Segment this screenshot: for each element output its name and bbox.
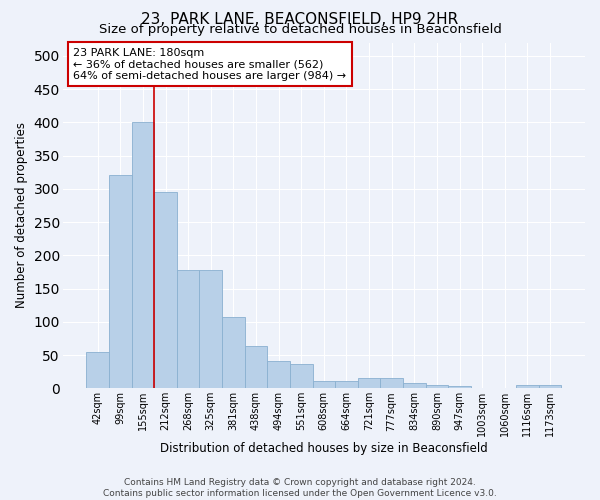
X-axis label: Distribution of detached houses by size in Beaconsfield: Distribution of detached houses by size … xyxy=(160,442,488,455)
Text: Size of property relative to detached houses in Beaconsfield: Size of property relative to detached ho… xyxy=(98,22,502,36)
Bar xyxy=(290,364,313,388)
Bar xyxy=(358,378,380,388)
Bar xyxy=(448,386,471,388)
Bar xyxy=(425,385,448,388)
Bar xyxy=(539,385,561,388)
Bar xyxy=(403,383,425,388)
Bar xyxy=(222,317,245,388)
Text: 23 PARK LANE: 180sqm
← 36% of detached houses are smaller (562)
64% of semi-deta: 23 PARK LANE: 180sqm ← 36% of detached h… xyxy=(73,48,346,81)
Bar xyxy=(131,122,154,388)
Bar xyxy=(86,352,109,389)
Bar xyxy=(199,270,222,388)
Bar xyxy=(154,192,177,388)
Bar xyxy=(380,378,403,388)
Bar xyxy=(516,385,539,388)
Y-axis label: Number of detached properties: Number of detached properties xyxy=(15,122,28,308)
Bar xyxy=(335,381,358,388)
Text: 23, PARK LANE, BEACONSFIELD, HP9 2HR: 23, PARK LANE, BEACONSFIELD, HP9 2HR xyxy=(142,12,458,28)
Bar xyxy=(268,361,290,388)
Text: Contains HM Land Registry data © Crown copyright and database right 2024.
Contai: Contains HM Land Registry data © Crown c… xyxy=(103,478,497,498)
Bar xyxy=(177,270,199,388)
Bar xyxy=(313,381,335,388)
Bar xyxy=(245,346,268,389)
Bar xyxy=(109,176,131,388)
